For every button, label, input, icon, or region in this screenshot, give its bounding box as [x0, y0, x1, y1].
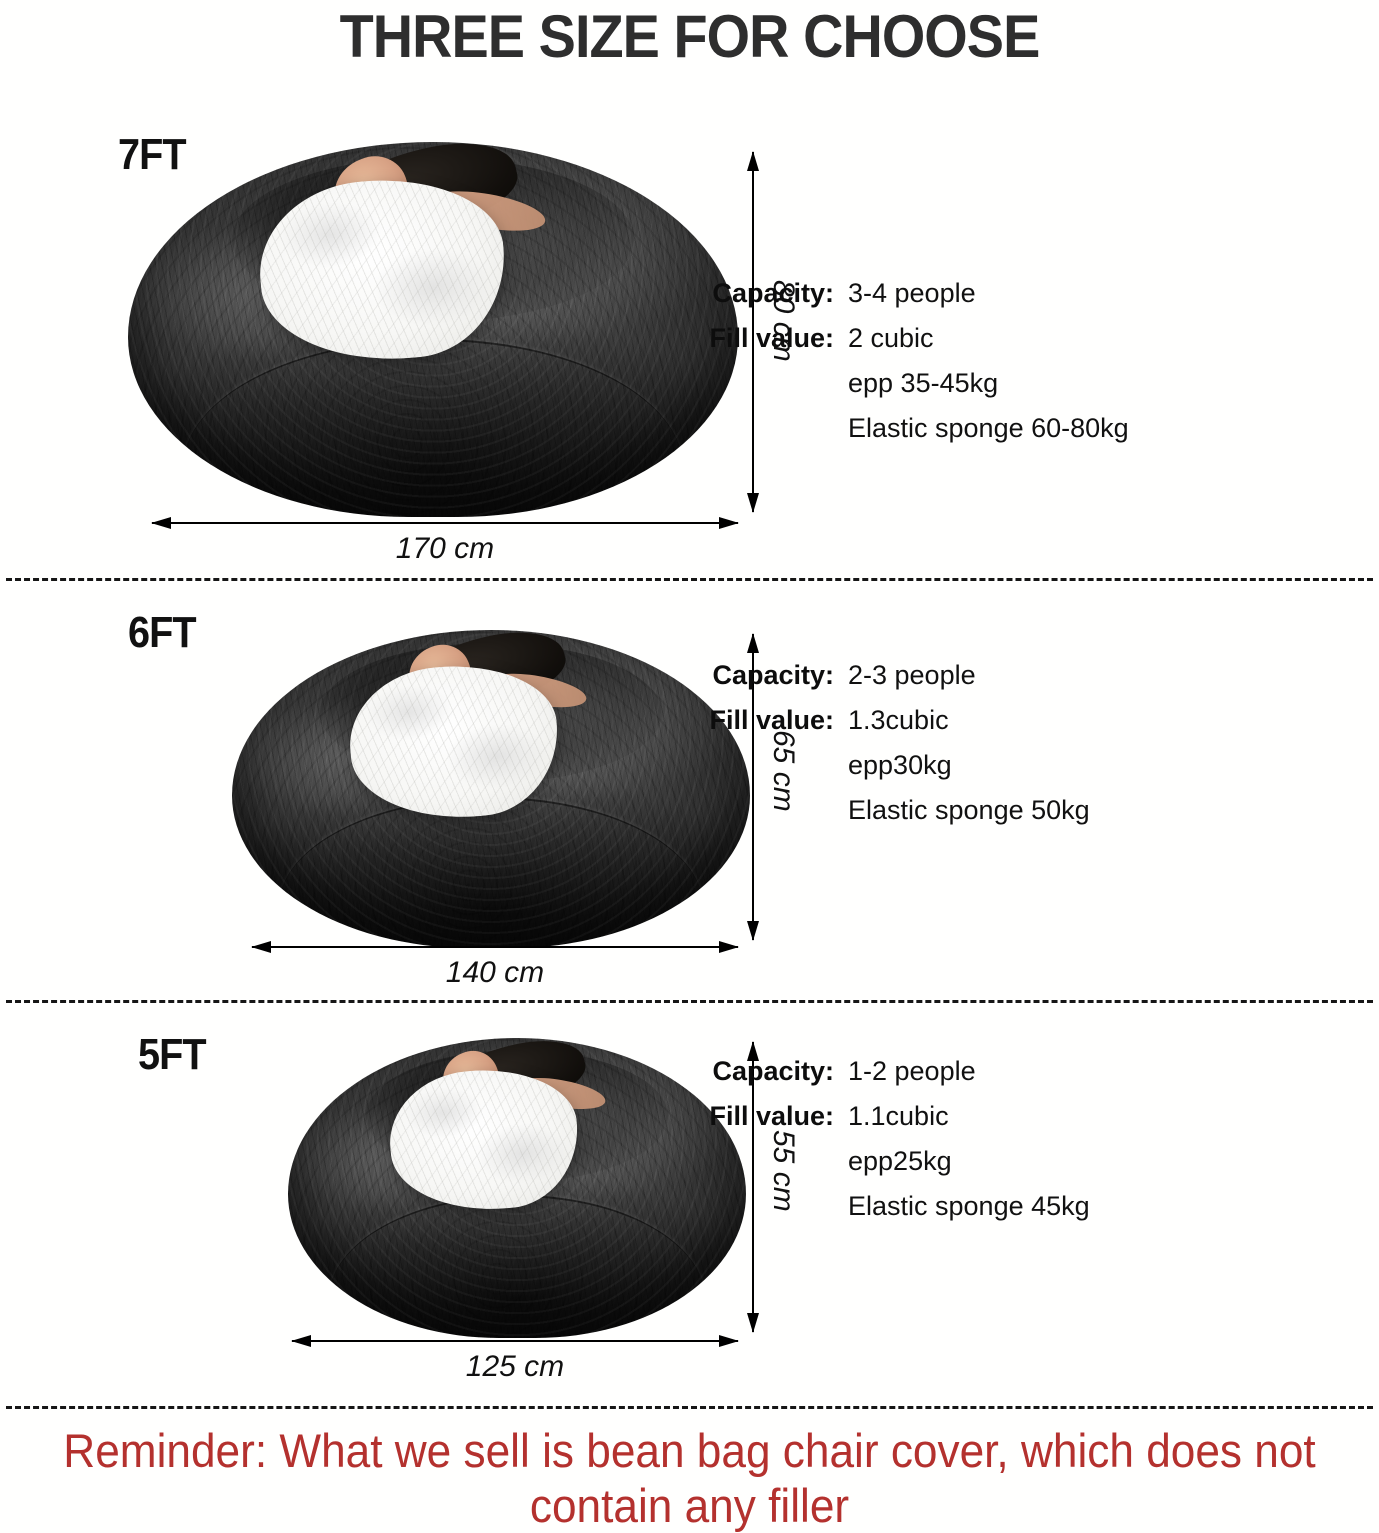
spec-key-capacity: Capacity:	[712, 278, 834, 308]
spec-value-fill-value: 1.3cubic	[848, 705, 949, 735]
height-dimension-line-7ft	[747, 151, 759, 513]
size-section-6ft: 6FT 65 cm 140 cm Capacity: 2	[0, 598, 1379, 989]
width-dimension-line-7ft	[151, 517, 739, 529]
size-label-7ft: 7FT	[118, 130, 187, 180]
section-divider	[6, 578, 1373, 581]
spec-key-capacity: Capacity:	[712, 660, 834, 690]
section-divider	[6, 1000, 1373, 1003]
reminder-text: Reminder: What we sell is bean bag chair…	[41, 1424, 1337, 1533]
spec-key-capacity: Capacity:	[712, 1056, 834, 1086]
spec-value-fill-value: 1.1cubic	[848, 1101, 949, 1131]
bean-bag-chair-7ft	[128, 128, 738, 517]
width-dimension-label-6ft: 140 cm	[445, 956, 545, 989]
spec-value-epp: epp30kg	[848, 750, 952, 780]
spec-value-capacity: 1-2 people	[848, 1056, 976, 1086]
infographic-page: THREE SIZE FOR CHOOSE 7FT 80 cm 170 cm	[0, 0, 1379, 1500]
spec-value-sponge: Elastic sponge 45kg	[848, 1191, 1090, 1221]
spec-row-epp: Fill value: epp 35-45kg	[656, 368, 1129, 399]
reminder-line-1: Reminder: What we sell is bean bag chair…	[63, 1424, 1316, 1477]
spec-value-epp: epp25kg	[848, 1146, 952, 1176]
section-divider	[6, 1406, 1373, 1409]
white-blanket	[252, 169, 513, 371]
white-blanket	[343, 657, 565, 827]
spec-row-sponge: Fill value: Elastic sponge 50kg	[656, 795, 1090, 826]
spec-value-capacity: 2-3 people	[848, 660, 976, 690]
width-dimension-line-6ft	[251, 941, 739, 953]
width-dimension-label-7ft: 170 cm	[395, 532, 495, 565]
spec-row-fill-value: Fill value: 2 cubic	[656, 323, 1129, 354]
spec-row-sponge: Fill value: Elastic sponge 45kg	[656, 1191, 1090, 1222]
spec-value-fill-value: 2 cubic	[848, 323, 934, 353]
spec-list-6ft: Capacity: 2-3 people Fill value: 1.3cubi…	[656, 660, 1090, 840]
spec-row-capacity: Capacity: 3-4 people	[656, 278, 1129, 309]
spec-row-capacity: Capacity: 1-2 people	[656, 1056, 1090, 1087]
reminder-line-2: contain any filler	[529, 1478, 850, 1532]
spec-key-fill-value: Fill value:	[709, 1101, 834, 1131]
spec-row-epp: Fill value: epp30kg	[656, 750, 1090, 781]
height-dimension-line-6ft	[747, 633, 759, 941]
spec-row-capacity: Capacity: 2-3 people	[656, 660, 1090, 691]
spec-value-sponge: Elastic sponge 50kg	[848, 795, 1090, 825]
bean-bag-chair-6ft	[232, 619, 750, 948]
white-blanket	[384, 1062, 584, 1218]
spec-row-sponge: Fill value: Elastic sponge 60-80kg	[656, 413, 1129, 444]
spec-key-fill-value: Fill value:	[709, 323, 834, 353]
bean-bag-chair-5ft	[288, 1028, 746, 1338]
spec-row-fill-value: Fill value: 1.1cubic	[656, 1101, 1090, 1132]
width-dimension-label-5ft: 125 cm	[465, 1350, 565, 1383]
spec-value-sponge: Elastic sponge 60-80kg	[848, 413, 1129, 443]
size-section-7ft: 7FT 80 cm 170 cm Capacity: 3	[0, 110, 1379, 565]
spec-list-5ft: Capacity: 1-2 people Fill value: 1.1cubi…	[656, 1056, 1090, 1236]
spec-value-epp: epp 35-45kg	[848, 368, 999, 398]
spec-list-7ft: Capacity: 3-4 people Fill value: 2 cubic…	[656, 278, 1129, 458]
width-dimension-line-5ft	[291, 1335, 739, 1347]
spec-value-capacity: 3-4 people	[848, 278, 976, 308]
spec-key-fill-value: Fill value:	[709, 705, 834, 735]
size-label-6ft: 6FT	[128, 608, 197, 657]
size-label-5ft: 5FT	[138, 1030, 207, 1079]
spec-row-fill-value: Fill value: 1.3cubic	[656, 705, 1090, 736]
height-dimension-line-5ft	[747, 1041, 759, 1333]
size-section-5ft: 5FT 55 cm 125 cm Capacity: 1	[0, 1018, 1379, 1388]
spec-row-epp: Fill value: epp25kg	[656, 1146, 1090, 1177]
page-title: THREE SIZE FOR CHOOSE	[339, 3, 1041, 70]
